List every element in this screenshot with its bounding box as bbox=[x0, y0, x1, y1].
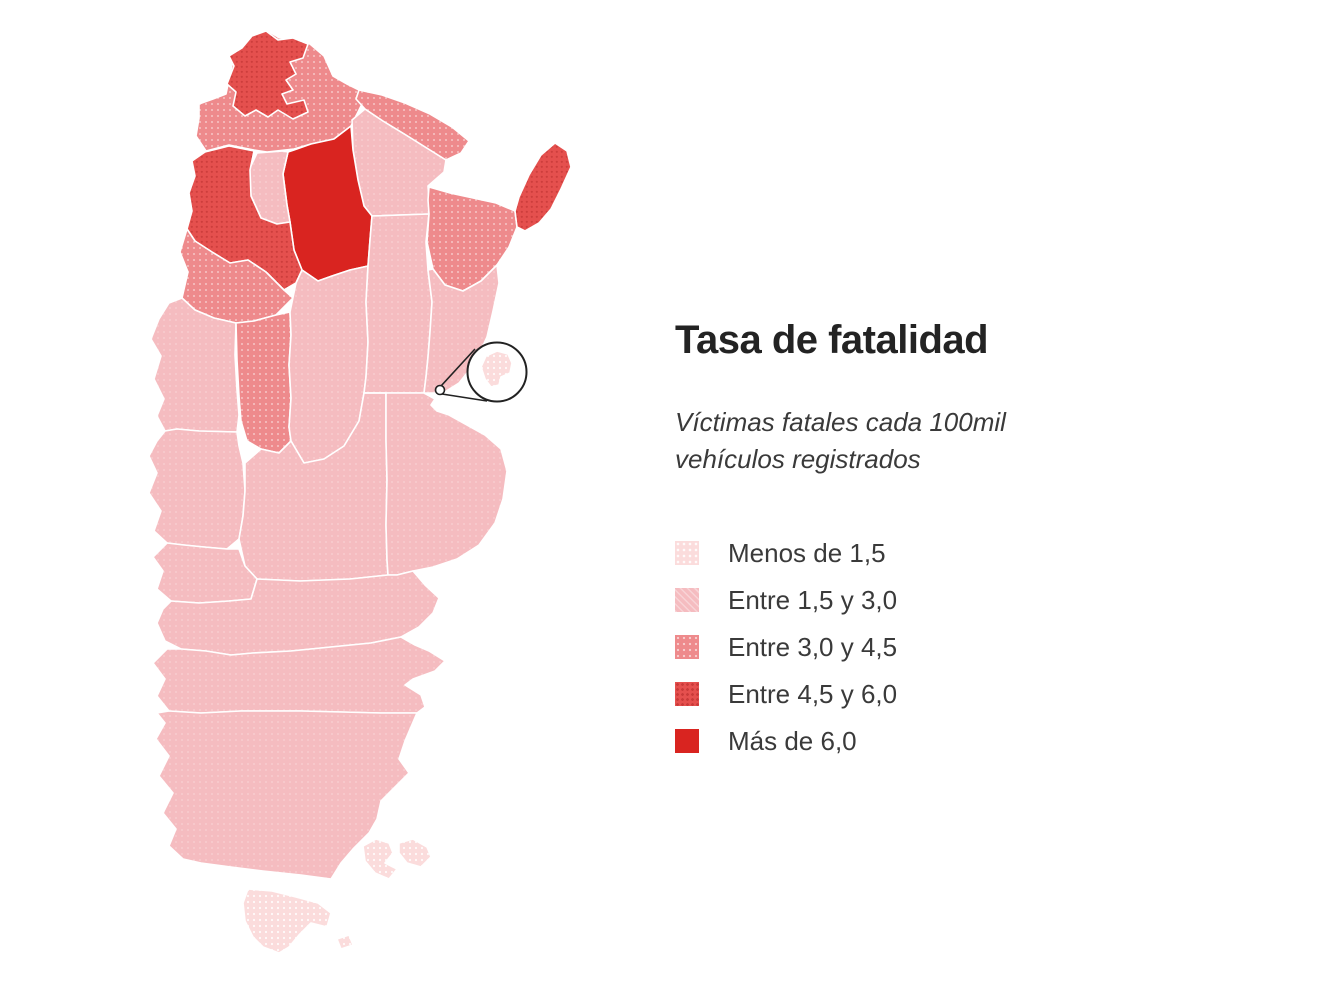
province-jujuy bbox=[226, 30, 309, 120]
legend-item-menos-de-1-5: Menos de 1,5 bbox=[675, 538, 1315, 568]
province-santa-fe bbox=[363, 213, 433, 394]
legend-item-entre-4-5-y-6-0: Entre 4,5 y 6,0 bbox=[675, 679, 1315, 709]
caba-magnifier-callout bbox=[434, 341, 528, 403]
province-tierra-del-fuego-islet bbox=[336, 934, 354, 950]
legend-label: Entre 1,5 y 3,0 bbox=[728, 584, 898, 615]
subtitle-line-1: Víctimas fatales cada 100mil bbox=[675, 407, 1006, 437]
province-caba-inset-shape bbox=[480, 350, 513, 388]
province-shapes bbox=[148, 29, 572, 954]
province-misiones bbox=[514, 142, 572, 232]
legend-swatch-lt15 bbox=[675, 541, 699, 565]
islas-malvinas-east bbox=[398, 838, 432, 868]
province-santa-cruz bbox=[155, 710, 418, 880]
islas-malvinas-west bbox=[362, 838, 398, 880]
caba-location-dot bbox=[434, 384, 446, 396]
legend-swatch-b45-60 bbox=[675, 682, 699, 706]
callout-upper-line bbox=[440, 348, 476, 387]
subtitle-line-2: vehículos registrados bbox=[675, 444, 921, 474]
chart-subtitle: Víctimas fatales cada 100mil vehículos r… bbox=[675, 404, 1315, 478]
province-formosa bbox=[355, 89, 470, 161]
info-panel: Tasa de fatalidad Víctimas fatales cada … bbox=[675, 318, 1315, 776]
legend-label: Menos de 1,5 bbox=[728, 537, 886, 568]
legend-label: Entre 4,5 y 6,0 bbox=[728, 678, 898, 709]
legend-label: Entre 3,0 y 4,5 bbox=[728, 631, 898, 662]
legend-item-entre-1-5-y-3-0: Entre 1,5 y 3,0 bbox=[675, 585, 1315, 615]
province-buenos-aires bbox=[363, 392, 508, 576]
province-corrientes bbox=[426, 186, 518, 292]
page-title: Tasa de fatalidad bbox=[675, 318, 989, 362]
province-mendoza bbox=[148, 428, 246, 550]
province-san-luis bbox=[235, 311, 292, 454]
legend-label: Más de 6,0 bbox=[728, 725, 857, 756]
callout-lower-line bbox=[441, 393, 488, 402]
province-chubut bbox=[152, 636, 446, 714]
legend-swatch-b30-45 bbox=[675, 635, 699, 659]
legend: Menos de 1,5 Entre 1,5 y 3,0 Entre 3,0 y… bbox=[675, 538, 1315, 756]
legend-swatch-b15-30 bbox=[675, 588, 699, 612]
legend-swatch-gt60 bbox=[675, 729, 699, 753]
province-tierra-del-fuego bbox=[242, 888, 332, 954]
legend-item-mas-de-6-0: Más de 6,0 bbox=[675, 726, 1315, 756]
legend-item-entre-3-0-y-4-5: Entre 3,0 y 4,5 bbox=[675, 632, 1315, 662]
